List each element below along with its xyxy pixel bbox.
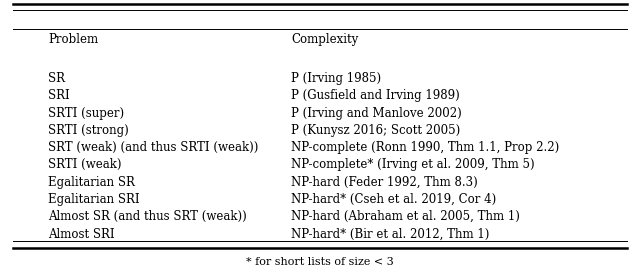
Text: NP-hard* (Bir et al. 2012, Thm 1): NP-hard* (Bir et al. 2012, Thm 1): [291, 227, 490, 240]
Text: Problem: Problem: [48, 33, 98, 46]
Text: P (Irving and Manlove 2002): P (Irving and Manlove 2002): [291, 107, 462, 120]
Text: NP-complete (Ronn 1990, Thm 1.1, Prop 2.2): NP-complete (Ronn 1990, Thm 1.1, Prop 2.…: [291, 141, 559, 154]
Text: P (Irving 1985): P (Irving 1985): [291, 72, 381, 85]
Text: P (Gusfield and Irving 1989): P (Gusfield and Irving 1989): [291, 89, 460, 102]
Text: NP-hard* (Cseh et al. 2019, Cor 4): NP-hard* (Cseh et al. 2019, Cor 4): [291, 193, 497, 206]
Text: SRT (weak) (and thus SRTI (weak)): SRT (weak) (and thus SRTI (weak)): [48, 141, 259, 154]
Text: Egalitarian SR: Egalitarian SR: [48, 176, 135, 189]
Text: SRTI (weak): SRTI (weak): [48, 158, 122, 171]
Text: SR: SR: [48, 72, 65, 85]
Text: SRTI (strong): SRTI (strong): [48, 124, 129, 137]
Text: SRTI (super): SRTI (super): [48, 107, 124, 120]
Text: Almost SRI: Almost SRI: [48, 227, 115, 240]
Text: Egalitarian SRI: Egalitarian SRI: [48, 193, 140, 206]
Text: P (Kunysz 2016; Scott 2005): P (Kunysz 2016; Scott 2005): [291, 124, 460, 137]
Text: NP-hard (Feder 1992, Thm 8.3): NP-hard (Feder 1992, Thm 8.3): [291, 176, 478, 189]
Text: SRI: SRI: [48, 89, 70, 102]
Text: Almost SR (and thus SRT (weak)): Almost SR (and thus SRT (weak)): [48, 210, 247, 223]
Text: Complexity: Complexity: [291, 33, 358, 46]
Text: NP-complete* (Irving et al. 2009, Thm 5): NP-complete* (Irving et al. 2009, Thm 5): [291, 158, 535, 171]
Text: * for short lists of size < 3: * for short lists of size < 3: [246, 257, 394, 267]
Text: NP-hard (Abraham et al. 2005, Thm 1): NP-hard (Abraham et al. 2005, Thm 1): [291, 210, 520, 223]
